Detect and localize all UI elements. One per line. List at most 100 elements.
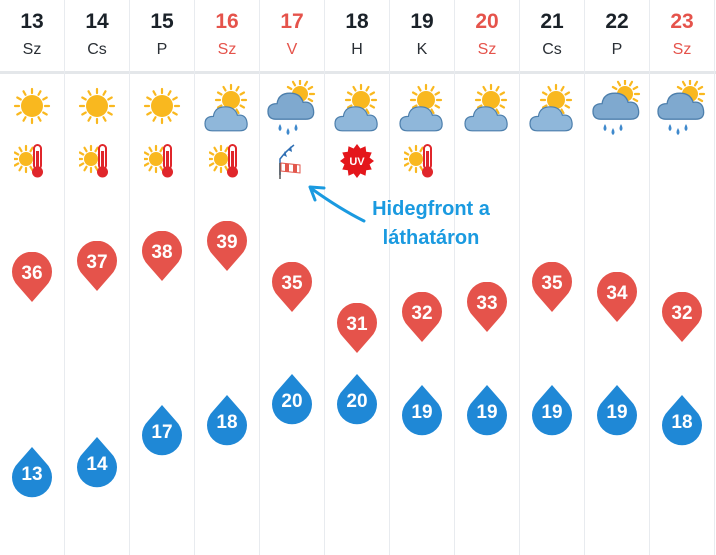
day-column: 17 V 35 20 bbox=[260, 0, 325, 555]
partly-cloudy-icon bbox=[461, 80, 513, 136]
min-temp-marker: 19 bbox=[530, 384, 574, 435]
hot-thermometer-icon bbox=[141, 141, 180, 181]
min-temp-value: 19 bbox=[541, 401, 563, 423]
day-column: 20 Sz 33 19 bbox=[455, 0, 520, 555]
max-temp-value: 37 bbox=[86, 252, 108, 274]
max-temp-value: 34 bbox=[606, 283, 628, 304]
day-name: V bbox=[286, 41, 298, 58]
min-temp-value: 20 bbox=[346, 391, 368, 413]
day-header: 23 Sz bbox=[650, 0, 714, 71]
min-temp-marker: 20 bbox=[270, 374, 314, 425]
hot-thermometer-icon bbox=[11, 141, 50, 181]
day-column: 16 Sz 39 18 bbox=[195, 0, 260, 555]
day-number: 18 bbox=[345, 10, 369, 33]
day-name: Sz bbox=[217, 41, 237, 58]
day-column: 14 Cs 37 14 bbox=[65, 0, 130, 555]
day-name: K bbox=[416, 41, 428, 58]
day-number: 19 bbox=[410, 10, 434, 33]
header-divider bbox=[0, 71, 716, 74]
day-column: 18 H UV 31 20 bbox=[325, 0, 390, 555]
min-temp-marker: 19 bbox=[595, 384, 639, 435]
day-header: 20 Sz bbox=[455, 0, 519, 71]
sunny-icon bbox=[6, 80, 58, 136]
day-header: 17 V bbox=[260, 0, 324, 71]
max-temp-value: 32 bbox=[411, 303, 433, 325]
cloud-sun-rain-icon bbox=[266, 78, 318, 136]
day-number: 23 bbox=[670, 10, 694, 33]
cold-front-annotation: Hidegfront a láthatáron bbox=[356, 195, 506, 253]
day-column: 15 P 38 17 bbox=[130, 0, 195, 555]
partly-cloudy-icon bbox=[526, 80, 578, 136]
annotation-arrow-icon bbox=[308, 185, 366, 223]
max-temp-value: 33 bbox=[476, 293, 498, 315]
day-number: 13 bbox=[20, 10, 44, 33]
partly-cloudy-icon bbox=[331, 80, 383, 136]
cloud-sun-rain-icon bbox=[656, 78, 708, 136]
min-temp-value: 20 bbox=[281, 391, 303, 413]
min-temp-value: 14 bbox=[86, 453, 108, 475]
day-name: Sz bbox=[22, 41, 42, 58]
max-temp-value: 31 bbox=[346, 313, 368, 335]
max-temp-marker: 35 bbox=[270, 261, 314, 312]
sunny-icon bbox=[71, 80, 123, 136]
max-temp-marker: 34 bbox=[595, 272, 639, 322]
max-temp-value: 35 bbox=[541, 272, 563, 294]
uv-warning-icon: UV bbox=[339, 141, 375, 181]
min-temp-value: 19 bbox=[411, 401, 433, 423]
day-header: 22 P bbox=[585, 0, 649, 71]
max-temp-marker: 35 bbox=[530, 261, 574, 312]
day-header: 18 H bbox=[325, 0, 389, 71]
max-temp-value: 35 bbox=[281, 272, 303, 294]
day-column: 13 Sz 36 13 bbox=[0, 0, 65, 555]
max-temp-value: 32 bbox=[671, 303, 693, 325]
day-name: P bbox=[156, 41, 168, 58]
max-temp-marker: 39 bbox=[205, 221, 249, 271]
day-name: Cs bbox=[87, 41, 107, 58]
day-number: 15 bbox=[150, 10, 174, 33]
min-temp-marker: 19 bbox=[465, 384, 509, 435]
day-number: 20 bbox=[475, 10, 499, 33]
max-temp-value: 39 bbox=[216, 232, 238, 253]
cold-front-windsock-icon bbox=[274, 141, 310, 181]
min-temp-value: 18 bbox=[216, 412, 238, 433]
max-temp-marker: 33 bbox=[465, 282, 509, 333]
day-header: 15 P bbox=[130, 0, 194, 71]
min-temp-marker: 19 bbox=[400, 384, 444, 435]
min-temp-marker: 18 bbox=[205, 395, 249, 446]
day-column: 22 P 34 19 bbox=[585, 0, 650, 555]
uv-label: UV bbox=[349, 156, 365, 168]
day-name: H bbox=[351, 41, 363, 58]
cloud-sun-rain-icon bbox=[591, 78, 643, 136]
min-temp-value: 18 bbox=[671, 412, 693, 433]
min-temp-value: 13 bbox=[21, 464, 43, 485]
partly-cloudy-icon bbox=[201, 80, 253, 136]
min-temp-value: 19 bbox=[606, 401, 628, 423]
day-header: 14 Cs bbox=[65, 0, 129, 71]
day-number: 14 bbox=[85, 10, 109, 33]
max-temp-marker: 36 bbox=[10, 251, 54, 302]
hot-thermometer-icon bbox=[401, 141, 440, 181]
min-temp-marker: 20 bbox=[335, 374, 379, 425]
min-temp-marker: 17 bbox=[140, 405, 184, 456]
max-temp-marker: 38 bbox=[140, 231, 184, 282]
day-column: 19 K 32 19 bbox=[390, 0, 455, 555]
max-temp-marker: 32 bbox=[660, 292, 704, 343]
min-temp-value: 17 bbox=[151, 422, 173, 444]
day-name: Cs bbox=[542, 41, 562, 58]
day-name: P bbox=[611, 41, 623, 58]
day-column: 23 Sz 32 18 bbox=[650, 0, 715, 555]
day-number: 22 bbox=[605, 10, 629, 33]
min-temp-marker: 14 bbox=[75, 436, 119, 487]
max-temp-marker: 37 bbox=[75, 241, 119, 292]
day-header: 19 K bbox=[390, 0, 454, 71]
day-number: 21 bbox=[540, 10, 564, 33]
min-temp-marker: 18 bbox=[660, 395, 704, 446]
hot-thermometer-icon bbox=[76, 141, 115, 181]
max-temp-marker: 32 bbox=[400, 292, 444, 343]
max-temp-value: 38 bbox=[151, 242, 173, 264]
max-temp-marker: 31 bbox=[335, 302, 379, 353]
partly-cloudy-icon bbox=[396, 80, 448, 136]
day-name: Sz bbox=[477, 41, 497, 58]
min-temp-marker: 13 bbox=[10, 447, 54, 498]
